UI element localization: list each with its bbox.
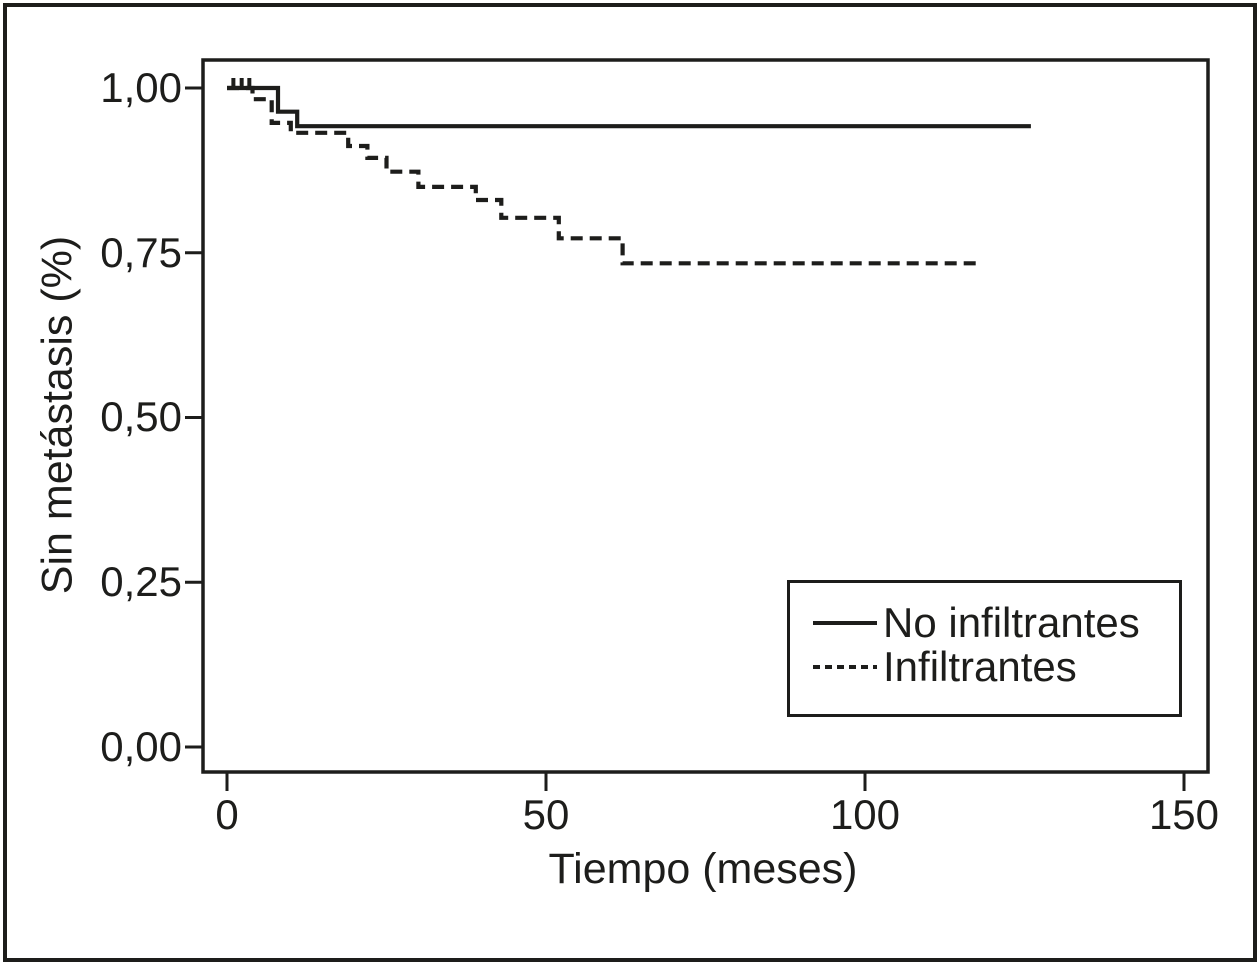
x-axis-title: Tiempo (meses)	[548, 845, 858, 893]
y-tick-label-075: 0,75	[100, 229, 182, 276]
legend-label: No infiltrantes	[883, 599, 1140, 646]
y-tick-label-050: 0,50	[100, 393, 182, 440]
figure-border	[3, 3, 1257, 962]
y-tick-label-100: 1,00	[100, 64, 182, 111]
x-tick-label-100: 100	[829, 791, 901, 838]
legend-entry-no-infiltrantes: No infiltrantes	[813, 601, 1140, 645]
series-curve-no-infiltrantes	[227, 85, 1031, 129]
legend-entry-infiltrantes: Infiltrantes	[813, 645, 1077, 689]
legend-line-dashed-icon	[813, 665, 877, 669]
x-tick-label-50: 50	[522, 791, 570, 838]
x-tick-label-150: 150	[1148, 791, 1220, 838]
legend-line-solid-icon	[813, 621, 877, 625]
y-tick-label-000: 0,00	[100, 723, 182, 770]
legend-box: No infiltrantes Infiltrantes	[787, 580, 1182, 717]
legend-label: Infiltrantes	[883, 643, 1077, 690]
x-tick-label-0: 0	[215, 791, 239, 838]
y-tick-label-025: 0,25	[100, 558, 182, 605]
series-curve-infiltrantes	[227, 85, 980, 266]
